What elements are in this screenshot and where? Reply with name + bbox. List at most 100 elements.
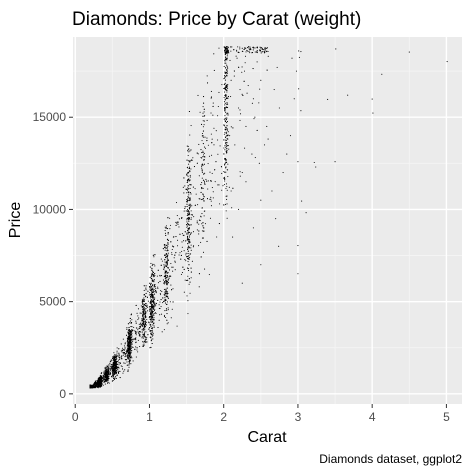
data-point (205, 178, 207, 181)
data-point (187, 267, 189, 270)
data-point (267, 50, 269, 53)
data-point (202, 130, 204, 132)
data-point (188, 213, 190, 215)
data-point (223, 78, 225, 80)
data-point (264, 47, 266, 49)
data-point (225, 96, 227, 98)
data-point (226, 89, 228, 91)
data-point (181, 241, 183, 243)
data-point (188, 220, 190, 222)
data-point (145, 287, 147, 289)
data-point (227, 131, 229, 133)
data-point (166, 246, 168, 248)
data-point (256, 129, 258, 131)
data-point (301, 200, 303, 202)
data-point (132, 329, 134, 331)
data-point (204, 183, 206, 185)
data-point (313, 161, 315, 164)
data-point (189, 150, 191, 152)
data-point (143, 317, 145, 319)
data-point (224, 53, 226, 55)
data-point (126, 356, 129, 358)
data-point (226, 57, 228, 59)
data-point (105, 368, 107, 370)
data-point (189, 184, 191, 186)
data-point (225, 94, 227, 96)
data-point (187, 150, 189, 152)
data-point (206, 140, 208, 142)
data-point (111, 365, 113, 367)
data-point (120, 343, 122, 345)
data-point (202, 164, 204, 166)
data-point (151, 316, 154, 318)
data-point (225, 145, 227, 147)
data-point (266, 69, 268, 71)
data-point (104, 366, 107, 368)
data-point (165, 272, 167, 274)
data-point (109, 371, 111, 373)
data-point (106, 382, 109, 384)
data-point (190, 244, 192, 246)
data-point (117, 361, 119, 363)
data-point (207, 163, 209, 165)
data-point (219, 203, 221, 205)
data-point (150, 293, 152, 295)
data-point (127, 370, 129, 372)
data-point (132, 346, 134, 349)
data-point (144, 339, 146, 342)
data-point (210, 96, 213, 98)
data-point (203, 230, 205, 232)
data-point (150, 303, 152, 305)
data-point (145, 338, 147, 340)
data-point (188, 211, 190, 213)
data-point (201, 207, 203, 209)
data-point (153, 289, 155, 291)
data-point (186, 279, 188, 282)
data-point (187, 257, 190, 259)
data-point (167, 239, 169, 242)
data-point (140, 322, 142, 324)
data-point (137, 315, 139, 317)
data-point (150, 339, 153, 341)
data-point (209, 171, 211, 173)
data-point (230, 50, 232, 52)
data-point (229, 59, 231, 62)
data-point (187, 258, 189, 260)
data-point (264, 51, 266, 53)
data-point (103, 370, 105, 372)
data-point (142, 341, 144, 343)
data-point (175, 221, 177, 223)
data-point (150, 309, 152, 311)
data-point (140, 324, 142, 326)
data-point (118, 354, 120, 356)
data-point (209, 198, 211, 200)
data-point (127, 345, 129, 347)
data-point (186, 214, 188, 216)
data-point (107, 380, 109, 382)
data-point (188, 218, 190, 220)
data-point (144, 318, 146, 320)
data-point (190, 210, 192, 212)
data-point (157, 299, 159, 302)
data-point (211, 138, 213, 140)
data-point (94, 382, 96, 384)
data-point (108, 372, 110, 374)
data-point (198, 273, 200, 275)
data-point (188, 208, 191, 210)
data-point (102, 378, 104, 380)
data-point (151, 319, 153, 321)
data-point (202, 194, 204, 196)
data-point (213, 53, 215, 55)
data-point (166, 277, 168, 279)
data-point (127, 338, 129, 340)
data-point (150, 311, 152, 313)
data-point (252, 68, 254, 70)
data-point (129, 340, 131, 342)
data-point (143, 307, 145, 309)
data-point (152, 338, 154, 340)
data-point (167, 249, 169, 251)
data-point (206, 137, 208, 139)
data-point (188, 178, 190, 180)
data-point (134, 338, 136, 340)
data-point (152, 292, 154, 294)
